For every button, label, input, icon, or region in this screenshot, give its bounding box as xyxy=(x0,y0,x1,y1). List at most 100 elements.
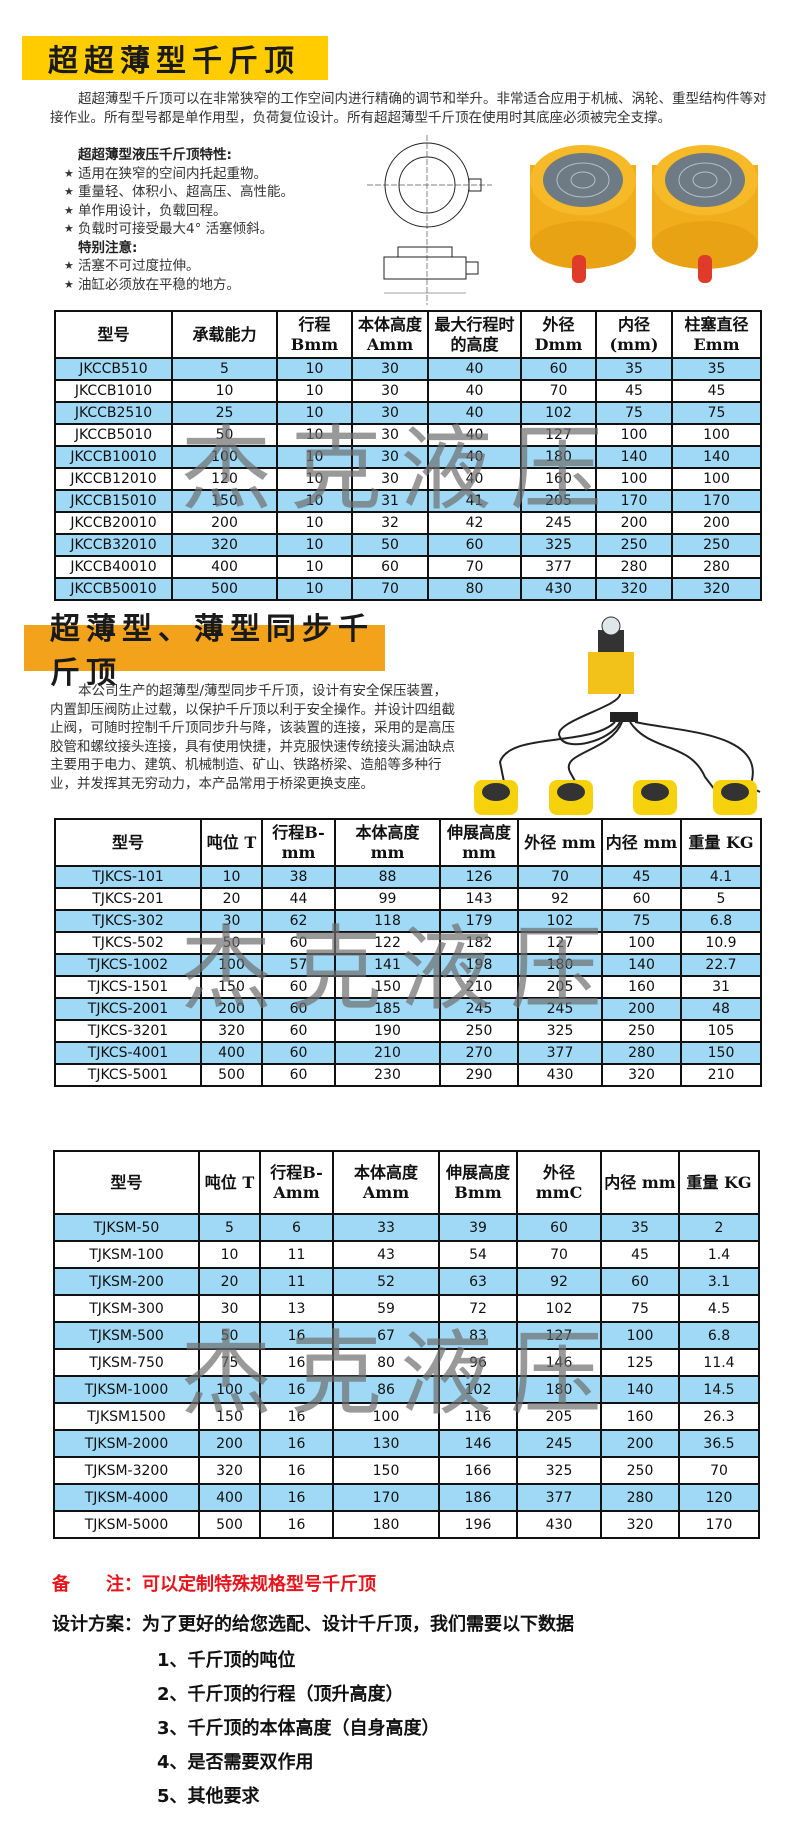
value-cell: 430 xyxy=(517,1063,603,1087)
value-cell: 10 xyxy=(276,357,353,381)
value-cell: 40 xyxy=(427,423,522,447)
model-cell: TJKCS-302 xyxy=(54,909,202,933)
model-cell: TJKSM-5000 xyxy=(53,1510,200,1539)
value-cell: 210 xyxy=(439,975,519,999)
table-row: JKCCB40010 400 10 60 70 377 280 280 xyxy=(54,555,762,579)
value-cell: 170 xyxy=(595,489,673,513)
table-row: JKCCB12010 120 10 30 40 160 100 100 xyxy=(54,467,762,491)
value-cell: 210 xyxy=(680,1063,762,1087)
value-cell: 120 xyxy=(678,1483,760,1512)
value-cell: 44 xyxy=(261,887,336,911)
value-cell: 40 xyxy=(427,467,522,491)
value-cell: 140 xyxy=(600,1375,680,1404)
star-icon: ★ xyxy=(64,259,74,272)
value-cell: 127 xyxy=(520,423,597,447)
value-cell: 102 xyxy=(520,401,597,425)
column-header: 型号 xyxy=(53,1150,200,1215)
model-cell: TJKCS-5001 xyxy=(54,1063,202,1087)
model-cell: TJKCS-2001 xyxy=(54,997,202,1021)
value-cell: 320 xyxy=(198,1456,261,1485)
value-cell: 180 xyxy=(516,1375,602,1404)
column-header: 内径 mm xyxy=(601,818,682,867)
value-cell: 250 xyxy=(671,533,762,557)
model-cell: TJKCS-101 xyxy=(54,865,202,889)
value-cell: 290 xyxy=(439,1063,519,1087)
value-cell: 72 xyxy=(438,1294,518,1323)
table-row: TJKSM-2000 200 16 130 146 245 200 36.5 xyxy=(53,1429,760,1458)
value-cell: 30 xyxy=(351,379,429,403)
value-cell: 185 xyxy=(334,997,441,1021)
value-cell: 430 xyxy=(516,1510,602,1539)
value-cell: 400 xyxy=(198,1483,261,1512)
design-plan: 设计方案：为了更好的给您选配、设计千斤顶，我们需要以下数据 xyxy=(52,1610,574,1636)
value-cell: 116 xyxy=(438,1402,518,1431)
value-cell: 10 xyxy=(200,865,263,889)
value-cell: 2 xyxy=(678,1213,760,1242)
column-header: 外径 Dmm xyxy=(520,310,597,359)
value-cell: 45 xyxy=(601,865,682,889)
value-cell: 325 xyxy=(516,1456,602,1485)
value-cell: 141 xyxy=(334,953,441,977)
value-cell: 16 xyxy=(259,1321,334,1350)
value-cell: 52 xyxy=(332,1267,440,1296)
value-cell: 70 xyxy=(517,865,603,889)
value-cell: 250 xyxy=(595,533,673,557)
value-cell: 140 xyxy=(595,445,673,469)
value-cell: 186 xyxy=(438,1483,518,1512)
caution-item: ★ 油缸必须放在平稳的地方。 xyxy=(64,276,240,293)
value-cell: 5 xyxy=(680,887,762,911)
value-cell: 250 xyxy=(600,1456,680,1485)
feature-item: ★ 重量轻、体积小、超高压、高性能。 xyxy=(64,184,294,200)
custom-note: 备 注：可以定制特殊规格型号千斤顶 xyxy=(52,1570,376,1596)
value-cell: 40 xyxy=(427,357,522,381)
requirement-item: 3、千斤顶的本体高度（自身高度） xyxy=(157,1718,440,1739)
value-cell: 96 xyxy=(438,1348,518,1377)
star-icon: ★ xyxy=(64,277,74,291)
section1-title: 超超薄型千斤顶 xyxy=(22,36,328,80)
model-cell: TJKSM1500 xyxy=(53,1402,200,1431)
value-cell: 60 xyxy=(601,887,682,911)
column-header: 重量 KG xyxy=(678,1150,760,1215)
value-cell: 50 xyxy=(351,533,429,557)
star-icon: ★ xyxy=(64,185,74,198)
value-cell: 400 xyxy=(200,1041,263,1065)
table-row: TJKCS-302 30 62 118 179 102 75 6.8 xyxy=(54,909,762,933)
value-cell: 63 xyxy=(438,1267,518,1296)
value-cell: 39 xyxy=(438,1213,518,1242)
value-cell: 10 xyxy=(276,489,353,513)
model-cell: TJKSM-1000 xyxy=(53,1375,200,1404)
value-cell: 140 xyxy=(601,953,682,977)
value-cell: 80 xyxy=(427,577,522,601)
table-row: JKCCB5010 50 10 30 40 127 100 100 xyxy=(54,423,762,447)
value-cell: 13 xyxy=(259,1294,334,1323)
value-cell: 16 xyxy=(259,1348,334,1377)
value-cell: 10 xyxy=(276,533,353,557)
value-cell: 40 xyxy=(427,379,522,403)
features-heading: 超超薄型液压千斤顶特性: xyxy=(78,147,232,163)
model-cell: JKCCB50010 xyxy=(54,577,173,601)
value-cell: 50 xyxy=(200,931,263,955)
table-row: JKCCB32010 320 10 50 60 325 250 250 xyxy=(54,533,762,557)
note-label: 备 注 xyxy=(52,1574,124,1595)
value-cell: 320 xyxy=(600,1510,680,1539)
table-header-row: 型号 吨位 T 行程B- mm 本体高度 mm 伸展高度 mm 外径 mm 内径 mm 重量 … xyxy=(54,818,762,867)
table-row: TJKCS-502 50 60 122 182 127 100 10.9 xyxy=(54,931,762,955)
model-cell: TJKCS-1002 xyxy=(54,953,202,977)
value-cell: 245 xyxy=(439,997,519,1021)
feature-item: ★ 单作用设计，负载回程。 xyxy=(64,202,227,219)
column-header: 最大行程时的高度 xyxy=(427,310,522,359)
table-row: TJKSM-5000 500 16 180 196 430 320 170 xyxy=(53,1510,760,1539)
value-cell: 42 xyxy=(427,511,522,535)
value-cell: 150 xyxy=(200,975,263,999)
value-cell: 10 xyxy=(276,423,353,447)
table-row: TJKCS-1501 150 60 150 210 205 160 31 xyxy=(54,975,762,999)
model-cell: JKCCB40010 xyxy=(54,555,173,579)
ultra-thin-jack-photo xyxy=(530,145,758,283)
tjksm-spec-table: 型号 吨位 T 行程B- Amm 本体高度 Amm 伸展高度Bmm 外径 mmC 内径 mm… xyxy=(53,1150,760,1539)
value-cell: 160 xyxy=(600,1402,680,1431)
value-cell: 57 xyxy=(261,953,336,977)
value-cell: 26.3 xyxy=(678,1402,760,1431)
section1-features: 超超薄型液压千斤顶特性: ★ 适用在狭窄的空间内托起重物。 ★ 重量轻、体积小、超高… xyxy=(64,146,364,294)
value-cell: 30 xyxy=(351,357,429,381)
table-row: JKCCB1010 10 10 30 40 70 45 45 xyxy=(54,379,762,403)
